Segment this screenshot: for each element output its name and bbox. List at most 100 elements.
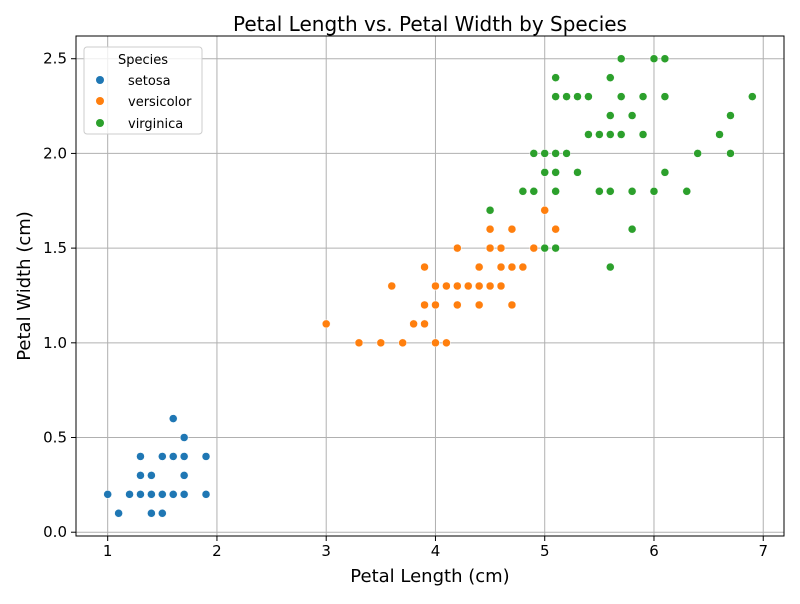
legend-label-virginica: virginica <box>128 117 183 132</box>
y-tick-label: 0.0 <box>43 523 67 541</box>
data-point-setosa <box>147 471 156 480</box>
data-point-versicolor <box>442 281 451 291</box>
y-tick-label: 1.5 <box>43 239 67 257</box>
data-point-virginica <box>726 149 735 158</box>
legend-title: Species <box>118 53 168 68</box>
data-point-versicolor <box>529 243 539 253</box>
data-point-virginica <box>529 149 539 158</box>
data-point-versicolor <box>496 243 506 253</box>
data-point-versicolor <box>442 338 451 348</box>
data-point-setosa <box>179 452 189 461</box>
data-point-versicolor <box>518 262 528 272</box>
gridlines <box>76 36 784 536</box>
data-point-setosa <box>179 433 189 442</box>
y-tick-label: 1.0 <box>43 334 67 352</box>
data-point-setosa <box>147 490 156 499</box>
data-point-virginica <box>616 130 626 139</box>
data-point-setosa <box>136 490 145 499</box>
data-point-virginica <box>606 262 615 272</box>
legend: Species setosa versicolor virginica <box>83 46 203 135</box>
data-point-virginica <box>551 149 560 158</box>
data-point-versicolor <box>507 224 517 234</box>
data-point-virginica <box>649 187 659 196</box>
data-point-setosa <box>168 452 178 461</box>
data-point-virginica <box>627 224 637 234</box>
data-point-virginica <box>584 130 593 139</box>
legend-box <box>83 46 203 135</box>
data-point-virginica <box>485 205 495 215</box>
y-tick-label: 0.5 <box>43 429 67 447</box>
data-point-virginica <box>616 54 626 63</box>
data-point-virginica <box>616 92 626 101</box>
y-axis-label: Petal Width (cm) <box>14 211 35 361</box>
legend-label-versicolor: versicolor <box>128 95 192 110</box>
legend-marker-versicolor <box>96 97 104 105</box>
data-point-virginica <box>660 54 670 63</box>
chart-title: Petal Length vs. Petal Width by Species <box>233 12 627 36</box>
data-point-virginica <box>606 187 615 196</box>
data-point-setosa <box>114 509 123 518</box>
data-point-versicolor <box>496 281 506 291</box>
data-point-versicolor <box>507 300 517 310</box>
data-point-virginica <box>606 73 615 82</box>
legend-marker-setosa <box>96 76 104 84</box>
x-tick-label: 2 <box>212 542 222 560</box>
data-point-versicolor <box>420 262 429 272</box>
data-point-virginica <box>518 187 528 196</box>
data-point-virginica <box>682 187 692 196</box>
data-point-virginica <box>551 92 560 101</box>
data-point-virginica <box>627 111 637 120</box>
data-point-virginica <box>638 92 648 101</box>
data-point-versicolor <box>431 338 440 348</box>
x-tick-label: 5 <box>540 542 550 560</box>
data-point-versicolor <box>398 338 407 348</box>
data-point-versicolor <box>540 205 549 215</box>
data-point-virginica <box>715 130 724 139</box>
data-points <box>103 54 757 518</box>
data-point-setosa <box>201 490 211 499</box>
data-point-setosa <box>158 490 167 499</box>
data-point-setosa <box>158 509 167 518</box>
data-point-setosa <box>179 490 189 499</box>
x-tick-label: 1 <box>103 542 113 560</box>
x-tick-label: 3 <box>321 542 331 560</box>
data-point-virginica <box>726 111 735 120</box>
data-point-versicolor <box>474 281 484 291</box>
data-point-virginica <box>660 92 670 101</box>
data-point-virginica <box>573 168 582 177</box>
data-point-versicolor <box>453 281 462 291</box>
data-point-virginica <box>551 168 560 177</box>
data-point-versicolor <box>485 243 495 253</box>
data-point-virginica <box>606 111 615 120</box>
data-point-setosa <box>103 490 112 499</box>
data-point-virginica <box>562 149 571 158</box>
data-point-setosa <box>147 509 156 518</box>
data-point-versicolor <box>453 300 462 310</box>
data-point-setosa <box>136 471 145 480</box>
data-point-virginica <box>551 243 560 253</box>
data-point-versicolor <box>321 319 331 329</box>
data-point-setosa <box>201 452 211 461</box>
data-point-virginica <box>595 130 604 139</box>
data-point-versicolor <box>420 300 429 310</box>
data-point-virginica <box>627 187 637 196</box>
data-point-virginica <box>649 54 659 63</box>
data-point-virginica <box>595 187 604 196</box>
x-tick-label: 6 <box>649 542 659 560</box>
legend-marker-virginica <box>96 119 104 127</box>
data-point-virginica <box>606 130 615 139</box>
data-point-versicolor <box>507 262 517 272</box>
y-tick-label: 2.0 <box>43 144 67 162</box>
data-point-setosa <box>168 414 178 423</box>
x-tick-label: 4 <box>431 542 441 560</box>
data-point-versicolor <box>354 338 364 348</box>
data-point-virginica <box>540 149 549 158</box>
data-point-versicolor <box>431 300 440 310</box>
data-point-versicolor <box>496 262 506 272</box>
x-axis-label: Petal Length (cm) <box>350 566 509 587</box>
data-point-versicolor <box>431 281 440 291</box>
data-point-versicolor <box>409 319 418 329</box>
data-point-virginica <box>638 130 648 139</box>
